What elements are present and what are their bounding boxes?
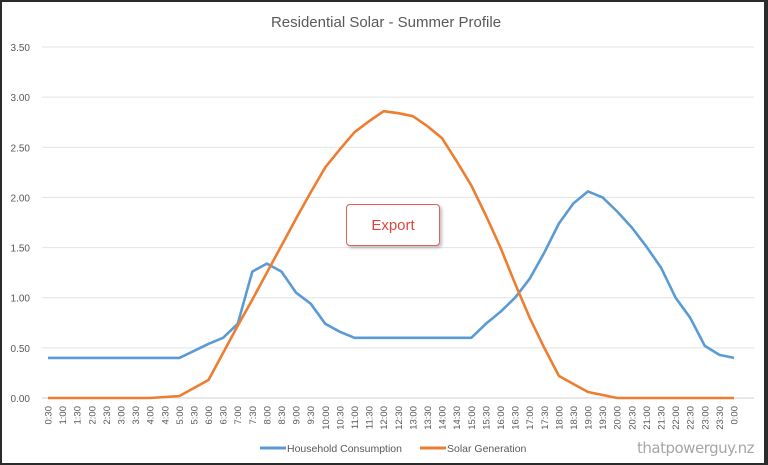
- y-tick-label: 3.50: [11, 43, 31, 54]
- y-tick-label: 1.50: [11, 244, 31, 255]
- y-tick-label: 1.00: [11, 294, 31, 305]
- x-tick-label: 18:00: [554, 406, 565, 430]
- export-label: Export: [371, 216, 415, 234]
- x-tick-label: 3:00: [116, 406, 127, 425]
- x-tick-label: 21:00: [642, 406, 653, 430]
- y-tick-label: 2.50: [11, 143, 31, 154]
- x-tick-label: 0:30: [44, 406, 55, 425]
- y-tick-label: 0.00: [11, 394, 31, 405]
- x-tick-label: 9:30: [306, 406, 317, 425]
- y-tick-label: 0.50: [11, 344, 31, 355]
- x-tick-label: 11:30: [365, 406, 376, 429]
- x-tick-label: 19:30: [598, 406, 609, 430]
- y-tick-label: 2.00: [11, 193, 31, 204]
- x-tick-label: 1:30: [73, 406, 84, 425]
- x-tick-label: 8:00: [262, 406, 273, 425]
- x-tick-label: 2:00: [87, 406, 98, 425]
- x-tick-label: 23:30: [715, 406, 726, 430]
- x-tick-label: 23:00: [700, 406, 711, 430]
- x-tick-label: 3:30: [131, 406, 142, 425]
- export-annotation: Export: [346, 204, 440, 246]
- x-tick-label: 13:30: [423, 406, 434, 430]
- x-tick-label: 20:00: [613, 406, 624, 430]
- x-tick-label: 7:00: [233, 406, 244, 425]
- series-line-solar-generation: [48, 109, 734, 400]
- x-tick-label: 12:00: [379, 406, 390, 430]
- chart-title: Residential Solar - Summer Profile: [271, 14, 501, 31]
- x-tick-label: 18:30: [569, 406, 580, 430]
- x-tick-label: 13:00: [408, 406, 419, 430]
- x-tick-label: 17:30: [540, 406, 551, 430]
- x-tick-label: 10:00: [321, 406, 332, 430]
- x-tick-label: 10:30: [335, 406, 346, 430]
- legend-label: Solar Generation: [447, 443, 527, 455]
- y-tick-label: 3.00: [11, 93, 31, 104]
- x-tick-label: 5:00: [175, 406, 186, 425]
- series-line-household-consumption: [48, 190, 735, 360]
- x-tick-label: 21:30: [657, 406, 668, 430]
- x-tick-label: 4:30: [160, 406, 171, 425]
- x-tick-label: 15:30: [481, 406, 492, 430]
- x-tick-label: 12:30: [394, 406, 405, 430]
- x-tick-label: 20:30: [627, 406, 638, 430]
- x-tick-label: 22:30: [686, 406, 697, 430]
- x-tick-label: 17:00: [525, 406, 536, 430]
- x-tick-label: 0:00: [730, 406, 741, 425]
- x-tick-label: 14:00: [438, 406, 449, 430]
- x-tick-label: 8:30: [277, 406, 288, 425]
- x-tick-label: 11:00: [350, 406, 361, 429]
- x-tick-label: 7:30: [248, 406, 259, 425]
- watermark: thatpowerguy.nz: [637, 439, 754, 457]
- x-tick-label: 19:00: [584, 406, 595, 430]
- x-tick-label: 16:30: [511, 406, 522, 430]
- x-tick-label: 6:00: [204, 406, 215, 425]
- x-tick-label: 9:00: [292, 406, 303, 425]
- x-tick-label: 2:30: [102, 406, 113, 425]
- x-tick-label: 5:30: [189, 406, 200, 425]
- x-tick-label: 6:30: [219, 406, 230, 425]
- x-tick-label: 16:00: [496, 406, 507, 430]
- x-tick-label: 4:00: [146, 406, 157, 425]
- x-tick-label: 22:00: [671, 406, 682, 430]
- x-tick-label: 14:30: [452, 406, 463, 430]
- x-tick-label: 15:00: [467, 406, 478, 430]
- legend-label: Household Consumption: [287, 443, 402, 455]
- x-tick-label: 1:00: [58, 406, 69, 425]
